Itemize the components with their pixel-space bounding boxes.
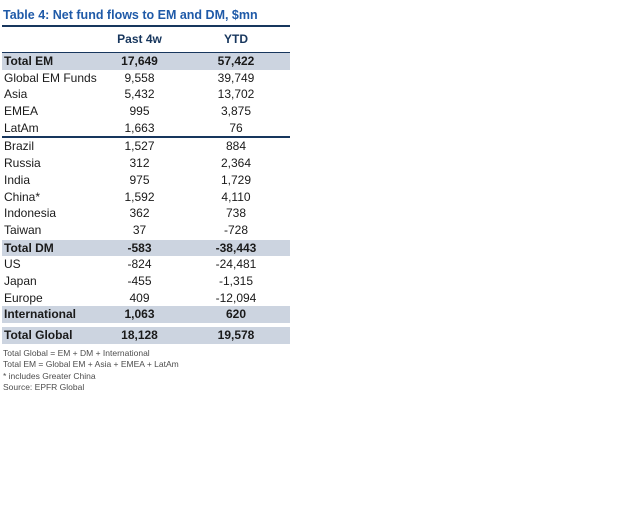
row-label: Russia [4,156,41,171]
table-row: Global EM Funds 9,558 39,749 [2,70,290,87]
cell-past4w: 409 [129,290,150,305]
cell-past4w: 995 [129,104,150,119]
table-row: US -824 -24,481 [2,256,290,273]
table-title: Table 4: Net fund flows to EM and DM, $m… [2,6,290,27]
table-row: Total EM 17,649 57,422 [2,53,290,70]
footnote-line: Source: EPFR Global [3,382,85,393]
cell-past4w: 312 [129,156,150,171]
footnote-line: Total EM = Global EM + Asia + EMEA + Lat… [3,359,179,370]
table-header-row: Past 4w YTD [2,27,290,53]
cell-ytd: 19,578 [217,328,255,342]
table-row: EMEA 995 3,875 [2,103,290,120]
cell-past4w: 1,527 [124,139,155,154]
row-label: China* [4,189,41,204]
row-label: Total Global [4,328,73,342]
table-row: Russia 312 2,364 [2,155,290,172]
cell-ytd: 3,875 [220,104,252,119]
cell-ytd: 76 [229,120,243,135]
footnote-line: Total Global = EM + DM + International [3,347,150,358]
table-row: Indonesia 362 738 [2,205,290,222]
cell-ytd: 39,749 [217,70,255,85]
cell-ytd: 13,702 [217,87,255,102]
cell-ytd: -1,315 [218,273,254,288]
column-header-ytd: YTD [224,32,248,46]
cell-ytd: 884 [225,139,247,154]
table-row: India 975 1,729 [2,172,290,189]
cell-past4w: 37 [132,222,147,237]
row-label: LatAm [4,120,39,135]
cell-past4w: -824 [127,257,152,272]
row-label: Global EM Funds [4,70,97,85]
row-label: Taiwan [4,222,42,237]
column-header-blank [2,27,97,52]
row-label: Total EM [4,54,54,68]
row-label: Indonesia [4,206,57,221]
table-row: Taiwan 37 -728 [2,222,290,239]
cell-ytd: 4,110 [221,189,251,204]
cell-past4w: -583 [127,240,152,255]
cell-past4w: 1,063 [124,307,155,322]
table-row: International 1,063 620 [2,306,290,323]
row-label: Asia [4,87,28,102]
cell-ytd: 1,729 [220,172,252,187]
row-label: India [4,172,31,187]
cell-ytd: -38,443 [215,240,257,255]
cell-past4w: 1,663 [124,120,155,135]
row-label: International [4,307,77,322]
table-body: Total EM 17,649 57,422 Global EM Funds 9,558… [2,53,290,344]
cell-past4w: 1,592 [124,189,155,204]
row-label: Total DM [4,240,54,255]
table-row: China* 1,592 4,110 [2,189,290,206]
cell-ytd: 2,364 [220,156,252,171]
cell-ytd: -728 [223,222,249,237]
table-row: Brazil 1,527 884 [2,138,290,155]
cell-ytd: 738 [225,206,247,221]
cell-ytd: 620 [225,307,247,322]
row-label: Europe [4,290,43,305]
row-label: US [4,257,21,272]
cell-ytd: -12,094 [215,290,257,305]
table-row: Total DM -583 -38,443 [2,239,290,257]
cell-past4w: -455 [127,273,152,288]
cell-past4w: 17,649 [121,54,158,68]
table-row: Japan -455 -1,315 [2,273,290,290]
table-row: Total Global 18,128 19,578 [2,327,290,344]
column-header-past4w: Past 4w [117,32,162,46]
cell-past4w: 975 [129,172,150,187]
cell-ytd: 57,422 [217,54,255,68]
table-row: Europe 409 -12,094 [2,290,290,307]
table-row: Asia 5,432 13,702 [2,86,290,103]
row-label: Japan [4,273,37,288]
table-footnotes: Total Global = EM + DM + International To… [2,348,290,394]
cell-past4w: 9,558 [124,70,155,85]
fund-flows-table: Table 4: Net fund flows to EM and DM, $m… [2,6,290,394]
cell-past4w: 18,128 [121,328,158,342]
cell-past4w: 362 [129,206,150,221]
table-row: LatAm 1,663 76 [2,120,290,139]
row-label: Brazil [4,139,35,154]
footnote-line: * includes Greater China [3,370,96,381]
row-label: EMEA [4,104,39,119]
cell-past4w: 5,432 [124,87,155,102]
cell-ytd: -24,481 [215,257,257,272]
